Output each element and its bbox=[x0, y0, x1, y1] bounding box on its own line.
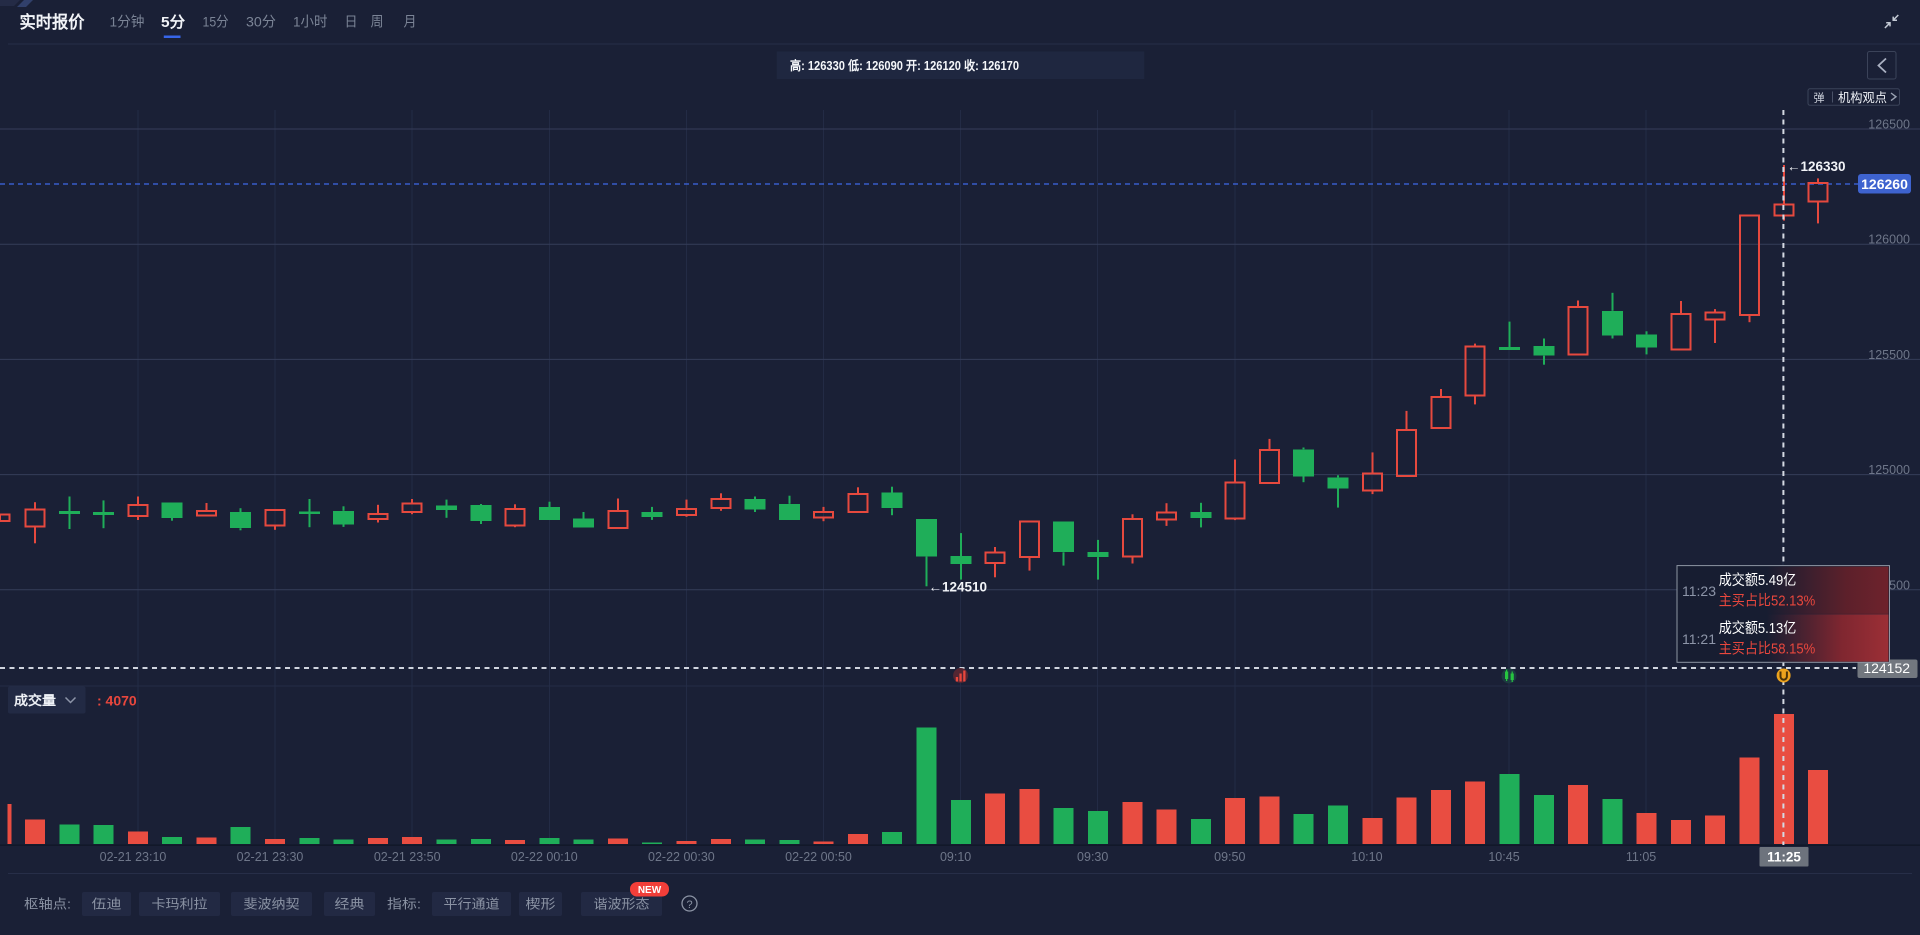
svg-text:日: 日 bbox=[345, 14, 358, 30]
svg-text:斐波纳契: 斐波纳契 bbox=[244, 897, 300, 912]
svg-text:09:50: 09:50 bbox=[1214, 850, 1245, 864]
svg-text:10:10: 10:10 bbox=[1351, 850, 1382, 864]
svg-text:125000: 125000 bbox=[1868, 463, 1910, 477]
svg-text:10:45: 10:45 bbox=[1488, 850, 1519, 864]
svg-text:: 4070: : 4070 bbox=[97, 693, 137, 709]
svg-text:月: 月 bbox=[404, 14, 417, 30]
svg-text:成交量: 成交量 bbox=[14, 693, 56, 708]
svg-text:成交额5.13亿: 成交额5.13亿 bbox=[1719, 619, 1797, 637]
svg-text:02-21 23:10: 02-21 23:10 bbox=[100, 850, 167, 864]
svg-text:09:30: 09:30 bbox=[1077, 850, 1108, 864]
svg-text:1小时: 1小时 bbox=[293, 14, 328, 30]
svg-text:09:10: 09:10 bbox=[940, 850, 971, 864]
svg-text:高: 126330 低: 126090 开: 126120: 高: 126330 低: 126090 开: 126120 收: 126170 bbox=[790, 58, 1019, 73]
svg-text:30分: 30分 bbox=[246, 14, 276, 30]
svg-text:126500: 126500 bbox=[1868, 118, 1910, 132]
svg-text:←124510: ←124510 bbox=[929, 580, 988, 595]
svg-text:02-22 00:10: 02-22 00:10 bbox=[511, 850, 578, 864]
svg-text:实时报价: 实时报价 bbox=[20, 12, 86, 32]
svg-text:NEW: NEW bbox=[638, 885, 662, 896]
svg-text:126260: 126260 bbox=[1861, 176, 1908, 192]
svg-text:谐波形态: 谐波形态 bbox=[594, 897, 650, 912]
svg-text:伍迪: 伍迪 bbox=[92, 897, 122, 912]
svg-text:卡玛利拉: 卡玛利拉 bbox=[152, 897, 208, 912]
svg-text:主买占比58.15%: 主买占比58.15% bbox=[1719, 640, 1816, 657]
svg-text:11:25: 11:25 bbox=[1767, 850, 1801, 865]
svg-text:平行通道: 平行通道 bbox=[444, 897, 500, 912]
svg-text:成交额5.49亿: 成交额5.49亿 bbox=[1719, 571, 1797, 589]
svg-text:125500: 125500 bbox=[1868, 348, 1910, 362]
svg-text:主买占比52.13%: 主买占比52.13% bbox=[1719, 592, 1816, 609]
svg-text:指标:: 指标: bbox=[387, 897, 421, 912]
svg-text:02-21 23:30: 02-21 23:30 bbox=[237, 850, 304, 864]
svg-text:楔形: 楔形 bbox=[526, 897, 556, 912]
svg-text:11:05: 11:05 bbox=[1626, 850, 1656, 864]
svg-text:弹: 弹 bbox=[1814, 91, 1825, 105]
svg-text:02-22 00:50: 02-22 00:50 bbox=[785, 850, 852, 864]
svg-text:126000: 126000 bbox=[1868, 233, 1910, 247]
svg-text:经典: 经典 bbox=[335, 897, 365, 912]
svg-text:1分钟: 1分钟 bbox=[110, 14, 145, 30]
svg-text:124152: 124152 bbox=[1863, 660, 1910, 676]
svg-text:15分: 15分 bbox=[203, 14, 229, 30]
svg-text:11:21: 11:21 bbox=[1682, 631, 1716, 647]
svg-text:枢轴点:: 枢轴点: bbox=[24, 897, 71, 912]
svg-text:周: 周 bbox=[371, 14, 384, 30]
svg-text:02-22 00:30: 02-22 00:30 bbox=[648, 850, 715, 864]
svg-text:5分: 5分 bbox=[161, 14, 185, 31]
svg-text:11:23: 11:23 bbox=[1682, 583, 1716, 599]
svg-text:02-21 23:50: 02-21 23:50 bbox=[374, 850, 441, 864]
svg-text:机构观点: 机构观点 bbox=[1838, 90, 1887, 105]
svg-text:?: ? bbox=[686, 899, 692, 911]
svg-text:←126330: ←126330 bbox=[1787, 159, 1846, 174]
